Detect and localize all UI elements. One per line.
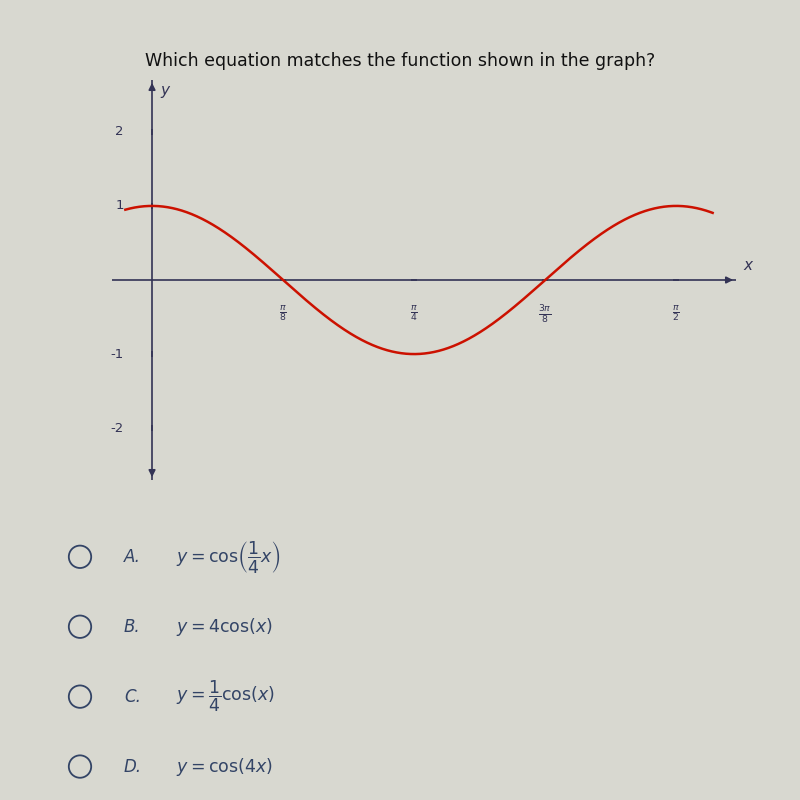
Text: $\frac{\pi}{4}$: $\frac{\pi}{4}$: [410, 304, 418, 323]
Text: $\frac{\pi}{8}$: $\frac{\pi}{8}$: [279, 304, 287, 323]
Text: C.: C.: [124, 688, 141, 706]
Text: Which equation matches the function shown in the graph?: Which equation matches the function show…: [145, 52, 655, 70]
Text: $y = \cos\!\left(\dfrac{1}{4}x\right)$: $y = \cos\!\left(\dfrac{1}{4}x\right)$: [176, 539, 281, 574]
Text: 1: 1: [115, 199, 124, 213]
Text: $y = \dfrac{1}{4}\cos(x)$: $y = \dfrac{1}{4}\cos(x)$: [176, 679, 275, 714]
Text: D.: D.: [124, 758, 142, 775]
Text: -2: -2: [110, 422, 124, 434]
Text: $y$: $y$: [160, 84, 172, 100]
Text: $y = \cos(4x)$: $y = \cos(4x)$: [176, 755, 273, 778]
Text: $x$: $x$: [742, 258, 754, 273]
Text: $\frac{\pi}{2}$: $\frac{\pi}{2}$: [672, 304, 680, 323]
Text: 2: 2: [115, 126, 124, 138]
Text: -1: -1: [110, 347, 124, 361]
Text: $y = 4\cos(x)$: $y = 4\cos(x)$: [176, 616, 273, 638]
Text: B.: B.: [124, 618, 141, 636]
Text: $\frac{3\pi}{8}$: $\frac{3\pi}{8}$: [538, 304, 552, 326]
Text: A.: A.: [124, 548, 141, 566]
